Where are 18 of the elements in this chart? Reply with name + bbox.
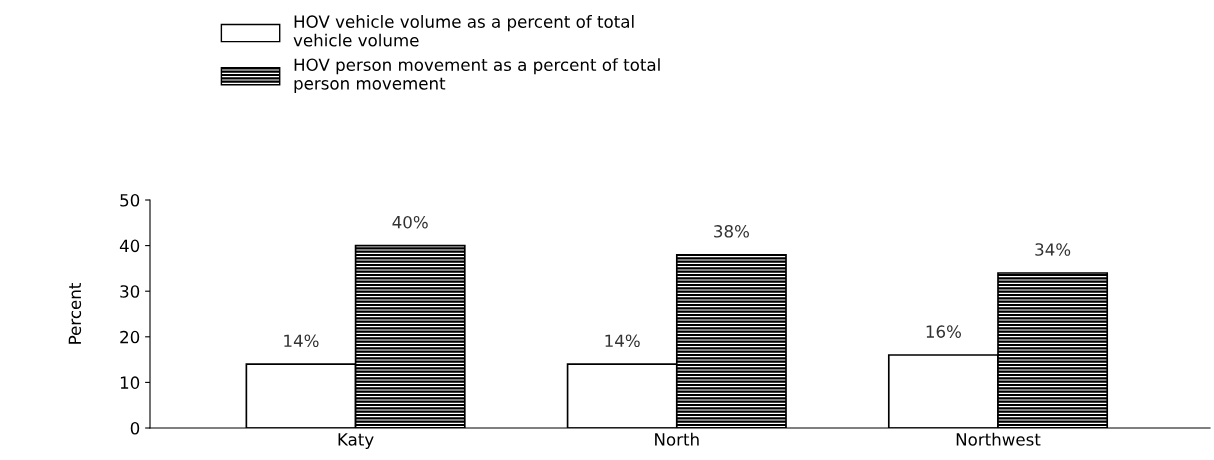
y-axis-title: Percent xyxy=(68,283,82,344)
data-label: 14% xyxy=(605,334,640,348)
data-label: 34% xyxy=(1035,243,1071,256)
data-label: 16% xyxy=(926,325,961,338)
y-tick-label: 20 xyxy=(120,330,140,344)
y-tick-label: 0 xyxy=(130,421,140,435)
y-tick-label: 40 xyxy=(119,239,140,253)
data-label: 40% xyxy=(392,215,428,229)
data-label: 14% xyxy=(284,334,319,348)
y-tick-label: 10 xyxy=(120,376,140,389)
legend-label: HOV vehicle volume as a percent of total vehicle volume xyxy=(293,15,634,47)
y-tick-label: 50 xyxy=(120,193,140,207)
x-tick-label: Katy xyxy=(338,433,374,449)
y-tick-label: 30 xyxy=(120,285,140,298)
legend-label: HOV person movement as a percent of total person movement xyxy=(294,58,660,93)
data-label: 38% xyxy=(714,225,749,238)
x-tick-label: Northwest xyxy=(956,432,1041,446)
x-tick-label: North xyxy=(655,432,699,446)
